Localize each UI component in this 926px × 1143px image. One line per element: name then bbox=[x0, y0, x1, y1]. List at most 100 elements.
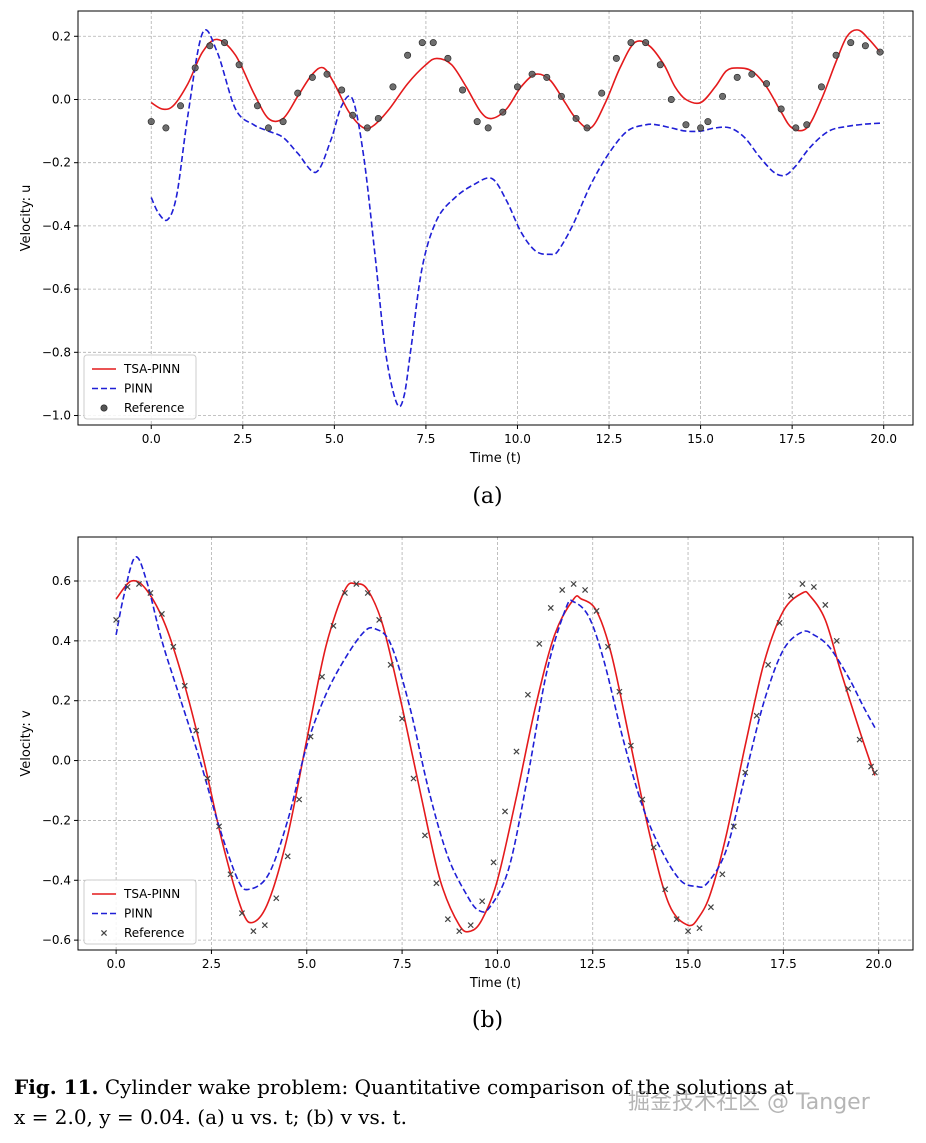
chart-b-series-reference-point-12 bbox=[250, 928, 257, 935]
chart-b-series-reference-point-43 bbox=[604, 643, 612, 650]
chart-a-series-reference-point-10 bbox=[294, 89, 302, 97]
chart-b-series-reference-point-49 bbox=[673, 916, 680, 923]
chart-b-xtick-label-6: 15.0 bbox=[675, 957, 702, 971]
chart-a-series-reference-point-42 bbox=[733, 73, 741, 81]
chart-b-ytick-label-3: 0.0 bbox=[52, 754, 71, 768]
chart-a-xtick-label-5: 12.5 bbox=[596, 432, 623, 446]
chart-b-ytick-label-5: 0.4 bbox=[52, 634, 71, 648]
chart-a-xtick-label-0: 0.0 bbox=[142, 432, 161, 446]
chart-a-series-reference-point-38 bbox=[682, 121, 690, 129]
chart-b-ytick-label-4: 0.2 bbox=[52, 694, 71, 708]
chart-b-series-reference bbox=[113, 580, 878, 935]
chart-a-series-reference-point-14 bbox=[349, 111, 357, 119]
chart-b-series-reference-point-34 bbox=[502, 808, 509, 815]
chart-a-plot-area bbox=[147, 29, 884, 408]
chart-b-legend-entry-0-label: TSA-PINN bbox=[123, 887, 180, 901]
chart-b-xtick-label-0: 0.0 bbox=[107, 957, 126, 971]
chart-b-series-reference-point-37 bbox=[536, 640, 543, 647]
chart-a-series-reference-point-25 bbox=[499, 108, 507, 116]
chart-a-series-reference-point-11 bbox=[308, 73, 316, 81]
chart-b-series-reference-point-25 bbox=[399, 715, 406, 722]
chart-a-axes-frame bbox=[77, 10, 914, 426]
chart-b-ylabel: Velocity: v bbox=[19, 710, 34, 777]
chart-a-series-reference-point-26 bbox=[513, 83, 521, 91]
chart-a-ytick-label-4: −0.2 bbox=[42, 156, 71, 170]
chart-a-legend-entry-2-swatch bbox=[100, 404, 108, 412]
chart-a-series-reference-point-35 bbox=[642, 39, 650, 47]
chart-b-series-reference-point-3 bbox=[147, 589, 154, 596]
chart-a-series-reference-point-51 bbox=[861, 42, 869, 50]
chart-a-legend: TSA-PINN PINN Reference bbox=[83, 354, 197, 420]
chart-a-series-reference bbox=[147, 39, 884, 132]
chart-a: 0.0 2.5 5.0 7.5 10.0 12.5 15.0 17.5 20.0 −1.0 −0.8… bbox=[19, 10, 914, 509]
chart-b-series-reference-point-40 bbox=[570, 580, 577, 588]
chart-a-xtick-label-8: 20.0 bbox=[870, 432, 897, 446]
chart-b-axes-frame bbox=[77, 536, 914, 951]
chart-b-series-reference-point-57 bbox=[765, 661, 772, 668]
chart-b-xlabel: Time (t) bbox=[469, 976, 521, 991]
chart-b-series-reference-point-6 bbox=[181, 682, 188, 689]
chart-a-series-reference-point-39 bbox=[697, 124, 705, 132]
chart-a-legend-entry-0-label: TSA-PINN bbox=[123, 362, 180, 376]
chart-b-series-reference-point-48 bbox=[662, 886, 669, 893]
chart-b-series-reference-point-7 bbox=[193, 727, 200, 734]
chart-a-series-reference-point-4 bbox=[206, 42, 214, 50]
chart-b-series-reference-point-58 bbox=[776, 619, 783, 626]
chart-a-series-reference-point-34 bbox=[627, 39, 635, 47]
chart-b-series-reference-point-20 bbox=[341, 589, 348, 596]
chart-b-ytick-label-0: −0.6 bbox=[42, 933, 71, 947]
chart-a-series-reference-point-44 bbox=[763, 80, 771, 88]
chart-b-ytick-label-2: −0.2 bbox=[42, 813, 71, 827]
chart-b-series-reference-point-50 bbox=[685, 928, 692, 935]
chart-a-series-reference-point-47 bbox=[803, 121, 811, 129]
chart-b-xtick-label-1: 2.5 bbox=[202, 957, 221, 971]
chart-a-sublabel: (a) bbox=[472, 484, 502, 509]
chart-a-series-reference-point-41 bbox=[719, 92, 727, 100]
chart-b-series-reference-point-4 bbox=[158, 610, 165, 617]
chart-b-legend-entry-2-swatch bbox=[100, 929, 108, 937]
chart-a-series-reference-point-6 bbox=[235, 61, 243, 69]
caption-text: Cylinder wake problem: Quantitative comp… bbox=[104, 1075, 794, 1099]
chart-a-series-reference-point-24 bbox=[484, 124, 492, 132]
chart-b-series-reference-point-39 bbox=[559, 586, 566, 593]
chart-b-series-reference-point-61 bbox=[810, 583, 817, 591]
chart-b-series-reference-point-19 bbox=[330, 622, 337, 629]
chart-a-series-reference-point-43 bbox=[748, 70, 756, 78]
chart-b-series-reference-point-32 bbox=[479, 898, 486, 905]
chart-a-ytick-label-2: −0.6 bbox=[42, 282, 71, 296]
chart-b-series-reference-point-8 bbox=[204, 775, 211, 782]
chart-a-xtick-label-6: 15.0 bbox=[687, 432, 714, 446]
caption-line2: x = 2.0, y = 0.04. (a) u vs. t; (b) v vs… bbox=[14, 1105, 407, 1129]
chart-a-series-reference-point-8 bbox=[264, 124, 272, 132]
chart-b-series-reference-point-16 bbox=[296, 796, 303, 803]
chart-b-series-reference-point-53 bbox=[719, 871, 726, 878]
chart-b-series-reference-point-1 bbox=[124, 583, 131, 591]
chart-a-ytick-label-0: −1.0 bbox=[42, 409, 71, 423]
chart-b-series-reference-point-24 bbox=[387, 661, 394, 668]
chart-b-series-reference-point-55 bbox=[742, 769, 749, 776]
chart-b-series-reference-point-35 bbox=[513, 748, 520, 755]
chart-a-series-reference-point-33 bbox=[612, 54, 620, 62]
chart-a-series-reference-point-13 bbox=[338, 86, 346, 94]
chart-a-xtick-label-7: 17.5 bbox=[779, 432, 806, 446]
chart-a-ylabel: Velocity: u bbox=[19, 185, 34, 252]
chart-b-series-pinn-line bbox=[115, 556, 876, 913]
chart-b-series-reference-point-27 bbox=[421, 832, 428, 839]
chart-b-series-reference-point-59 bbox=[787, 592, 795, 599]
chart-b: 0.0 2.5 5.0 7.5 10.0 12.5 15.0 17.5 20.0 −0.6 −0.4… bbox=[19, 536, 914, 1033]
chart-b-series-reference-point-5 bbox=[170, 643, 177, 650]
chart-a-series-reference-point-27 bbox=[528, 70, 536, 78]
chart-b-series-reference-point-46 bbox=[639, 796, 646, 803]
chart-a-series-tsa-pinn-line bbox=[150, 29, 881, 132]
chart-a-series-reference-point-15 bbox=[363, 124, 371, 132]
chart-b-series-reference-point-0 bbox=[113, 616, 120, 623]
chart-b-series-reference-point-13 bbox=[261, 922, 268, 929]
chart-b-legend: TSA-PINN PINN Reference bbox=[83, 879, 197, 945]
chart-a-series-reference-point-18 bbox=[404, 51, 412, 59]
chart-a-series-reference-point-9 bbox=[279, 118, 287, 126]
chart-a-series-reference-point-28 bbox=[543, 73, 551, 81]
chart-a-xlabel: Time (t) bbox=[469, 451, 521, 466]
chart-b-series-reference-point-64 bbox=[845, 685, 852, 692]
chart-a-series-reference-point-0 bbox=[147, 118, 155, 126]
chart-b-series-reference-point-30 bbox=[456, 928, 463, 935]
